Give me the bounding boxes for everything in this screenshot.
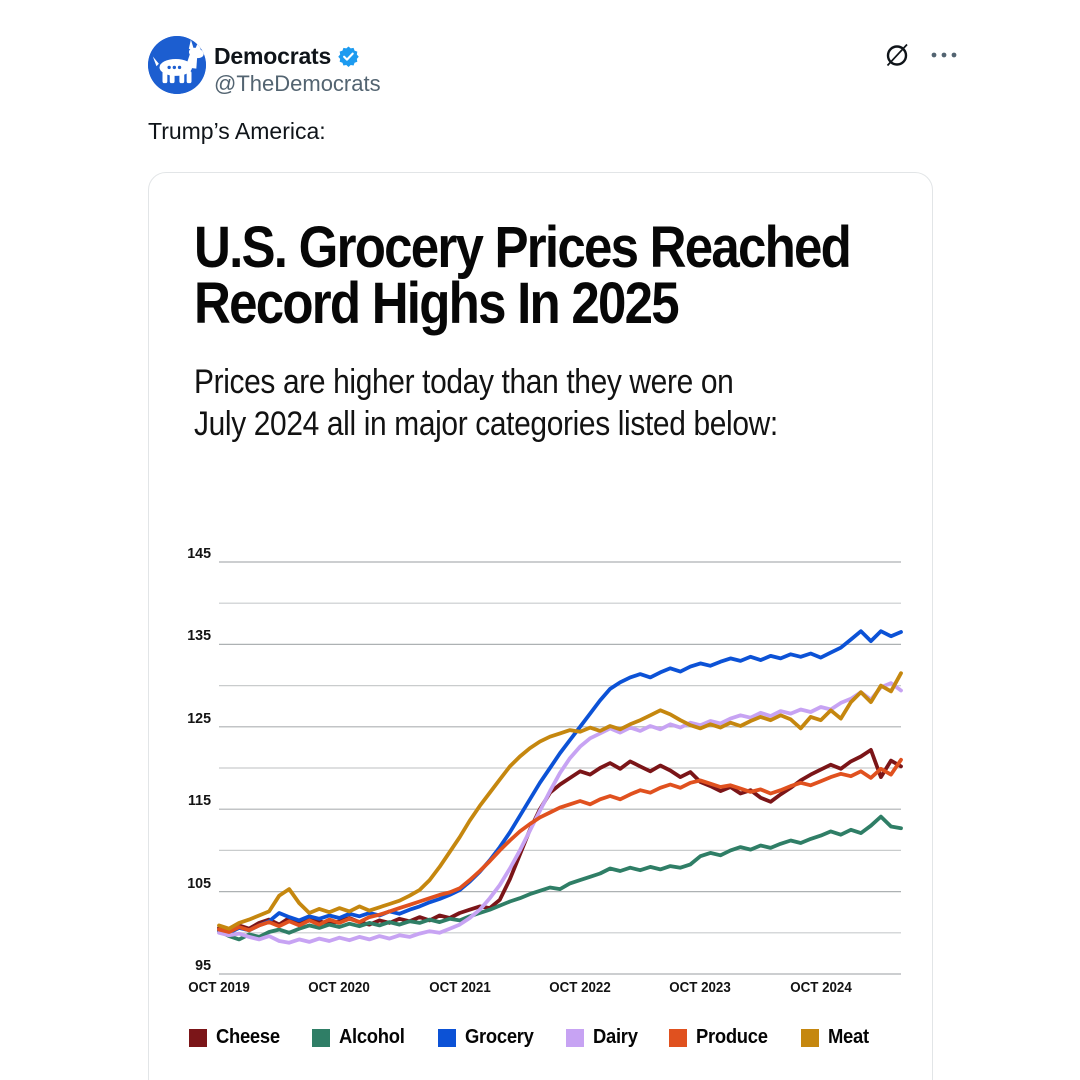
chart-headline-line2: Record Highs In 2025	[194, 271, 680, 336]
x-axis-tick-label: OCT 2023	[669, 980, 732, 996]
x-axis-tick-label: OCT 2021	[428, 980, 491, 996]
series-line-produce	[217, 757, 903, 934]
series-line-grocery	[217, 629, 903, 935]
series-line-cheese	[217, 748, 903, 934]
y-axis-tick-label: 105	[187, 874, 211, 892]
x-axis-tick-label: OCT 2019	[188, 980, 250, 996]
avatar[interactable]	[148, 36, 206, 94]
democrats-donkey-icon	[148, 36, 206, 94]
y-axis-tick-label: 145	[187, 545, 211, 562]
y-axis-tick-label: 125	[187, 709, 211, 727]
chart-subheadline-line2: July 2024 all in major categories listed…	[194, 405, 778, 443]
y-axis-tick-label: 115	[188, 792, 211, 810]
chart-subheadline: Prices are higher today than they were o…	[194, 361, 778, 445]
series-line-meat	[217, 671, 903, 931]
x-axis-labels: OCT 2019 OCT 2020 OCT 2021 OCT 2022 OCT 2023…	[149, 980, 932, 1002]
legend-label: Meat	[827, 1026, 869, 1048]
chart-legend: Cheese Alcohol Grocery Dairy Produce Meat	[189, 1026, 872, 1049]
legend-swatch-dairy	[566, 1028, 585, 1047]
tweet-text: Trump’s America:	[148, 118, 326, 144]
y-axis-tick-label: 135	[187, 627, 211, 645]
grok-icon[interactable]	[884, 42, 910, 68]
legend-label: Produce	[695, 1026, 768, 1048]
verified-badge-icon	[337, 45, 360, 68]
legend-swatch-cheese	[189, 1028, 207, 1047]
x-axis-tick-label: OCT 2020	[308, 980, 371, 996]
x-axis-tick-label: OCT 2024	[790, 980, 852, 996]
legend-item-cheese: Cheese	[189, 1026, 285, 1049]
legend-label: Alcohol	[339, 1026, 405, 1048]
legend-item-alcohol: Alcohol	[312, 1026, 410, 1049]
legend-item-grocery: Grocery	[437, 1026, 540, 1049]
y-axis-tick-label: 95	[195, 957, 211, 974]
display-name[interactable]: Democrats	[214, 43, 332, 69]
legend-item-meat: Meat	[800, 1026, 872, 1049]
legend-swatch-meat	[800, 1028, 819, 1047]
series-line-dairy	[217, 681, 903, 945]
legend-label: Dairy	[593, 1026, 638, 1048]
name-row: Democrats	[214, 43, 360, 70]
legend-item-dairy: Dairy	[566, 1026, 642, 1049]
user-handle[interactable]: @TheDemocrats	[214, 71, 381, 96]
legend-label: Cheese	[216, 1026, 280, 1048]
tweet-actions	[884, 42, 960, 68]
chart-headline: U.S. Grocery Prices Reached Record Highs…	[194, 215, 852, 336]
series-line-alcohol	[217, 814, 903, 942]
chart-subheadline-line1: Prices are higher today than they were o…	[194, 363, 734, 401]
legend-swatch-alcohol	[312, 1028, 331, 1047]
embedded-image-card[interactable]: U.S. Grocery Prices Reached Record Highs…	[148, 172, 933, 1080]
x-axis-tick-label: OCT 2022	[549, 980, 611, 996]
legend-label: Grocery	[464, 1026, 534, 1048]
chart-headline-line1: U.S. Grocery Prices Reached	[194, 215, 852, 280]
legend-swatch-produce	[668, 1028, 687, 1047]
more-options-icon[interactable]	[928, 42, 960, 68]
legend-item-produce: Produce	[668, 1026, 774, 1049]
legend-swatch-grocery	[437, 1028, 456, 1047]
